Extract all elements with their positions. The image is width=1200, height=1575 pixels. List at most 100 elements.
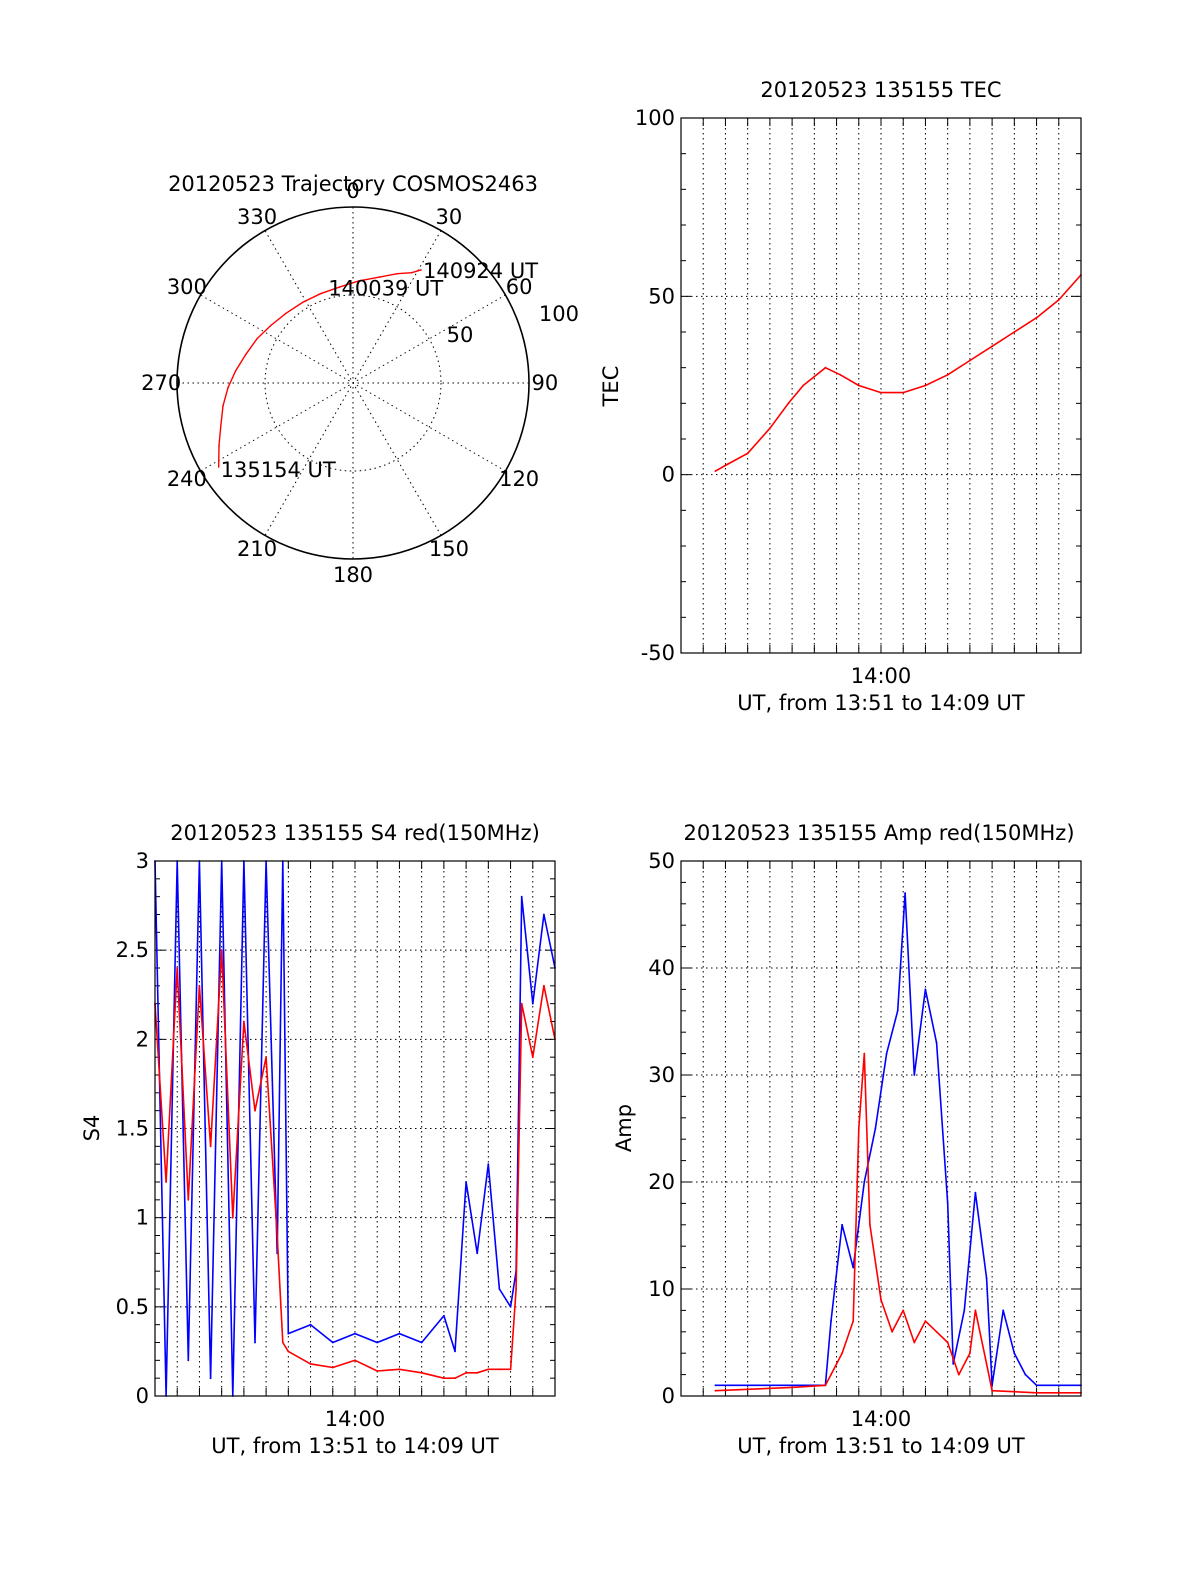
amp-series-1-point xyxy=(913,1074,916,1076)
polar-track-point xyxy=(378,276,381,278)
tec-plot-frame xyxy=(680,117,1082,654)
tec-title: 20120523 135155 TEC xyxy=(760,78,1001,102)
s4-series-1-point xyxy=(254,1341,256,1344)
amp-series-2-point xyxy=(974,1309,977,1312)
amp-series-1-point xyxy=(963,1309,966,1312)
s4-series-2-point xyxy=(487,1368,490,1371)
polar-track-line xyxy=(218,269,422,467)
amp-ytick-label-50: 50 xyxy=(648,849,675,873)
s4-series-2-point xyxy=(331,1366,334,1369)
polar-az-label-150: 150 xyxy=(429,537,469,561)
s4-title: 20120523 135155 S4 red(150MHz) xyxy=(170,821,540,845)
s4-series-1-point xyxy=(209,1377,212,1380)
polar-azimuth-labels: 0 30 60 90 120 150 180 210 240 270 300 330 xyxy=(141,179,558,587)
s4-series-2-point xyxy=(515,1288,517,1290)
s4-series-2-point xyxy=(354,1359,356,1362)
s4-series-1-point xyxy=(543,913,545,916)
s4-ytick-label-2: 2 xyxy=(136,1027,149,1051)
tec-x-axis-label: UT, from 13:51 to 14:09 UT xyxy=(737,691,1025,715)
amp-series-1-point xyxy=(1024,1373,1027,1376)
s4-ytick-label-0: 0 xyxy=(136,1384,149,1408)
s4-y-tick-labels: 0 0.5 1 1.5 2 2.5 3 xyxy=(116,849,149,1408)
polar-az-label-210: 210 xyxy=(237,537,277,561)
s4-series-2-point xyxy=(376,1370,379,1372)
polar-az-label-30: 30 xyxy=(436,205,463,229)
s4-series-1-point xyxy=(420,1341,423,1344)
amp-x-tick-labels: 14:00 xyxy=(851,1407,912,1431)
amp-ytick-label-40: 40 xyxy=(648,956,675,980)
s4-series-2-point xyxy=(176,967,179,969)
amp-series-2-point xyxy=(913,1341,916,1344)
polar-az-label-240: 240 xyxy=(167,467,207,491)
amp-xtick-label-14-00: 14:00 xyxy=(851,1407,912,1431)
polar-track-point xyxy=(222,405,224,407)
amp-series-1-point xyxy=(985,1277,988,1280)
amp-series-1-point xyxy=(714,1384,717,1387)
amp-series-2-point xyxy=(830,1373,832,1376)
amp-y-axis-label: Amp xyxy=(612,1104,636,1152)
amp-series-1-point xyxy=(874,1127,877,1130)
amp-series-1-point xyxy=(841,1223,843,1226)
s4-series-2-point xyxy=(265,1056,267,1059)
s4-series-group xyxy=(154,860,556,1397)
amp-series-2-point xyxy=(1035,1391,1038,1394)
tec-series-group xyxy=(714,274,1082,472)
polar-track-point xyxy=(256,337,259,340)
tec-series-1-point xyxy=(1035,316,1038,319)
amp-tick-marks xyxy=(681,860,1081,1397)
s4-ytick-label-1: 1 xyxy=(136,1206,149,1230)
polar-point-label-2: 140039 UT xyxy=(328,277,443,301)
s4-y-axis-label: S4 xyxy=(80,1115,104,1142)
s4-ytick-label-3: 3 xyxy=(136,849,149,873)
polar-az-label-0: 0 xyxy=(346,179,359,203)
polar-point-label-1: 135154 UT xyxy=(221,458,336,482)
s4-series-1-point xyxy=(465,1181,467,1183)
amp-ytick-label-10: 10 xyxy=(648,1277,675,1301)
polar-track-point xyxy=(319,292,322,295)
amp-series-1-point xyxy=(852,1266,855,1269)
polar-az-label-180: 180 xyxy=(333,563,373,587)
tec-series-1-point xyxy=(857,384,860,387)
s4-x-axis-label: UT, from 13:51 to 14:09 UT xyxy=(211,1434,499,1458)
s4-series-1-point xyxy=(187,1359,190,1362)
tec-series-1-point xyxy=(769,427,771,430)
amp-series-2-point xyxy=(902,1309,905,1312)
amp-plot-frame xyxy=(680,860,1082,1397)
amp-series-line-2 xyxy=(715,1052,1081,1394)
polar-track-point xyxy=(420,269,422,271)
tec-series-1-point xyxy=(714,470,717,472)
s4-series-1-point xyxy=(398,1332,401,1335)
amp-series-2-point xyxy=(946,1341,949,1344)
amp-series-1-point xyxy=(791,1384,793,1387)
s4-series-2-point xyxy=(165,1181,168,1183)
amp-series-1-point xyxy=(974,1191,977,1194)
s4-series-1-point xyxy=(354,1332,356,1335)
s4-series-2-point xyxy=(520,1002,523,1005)
amp-series-1-point xyxy=(830,1320,832,1322)
tec-y-axis-label: TEC xyxy=(599,366,623,408)
s4-series-line-1 xyxy=(154,860,556,1397)
amp-series-2-point xyxy=(991,1389,993,1392)
s4-plot-frame xyxy=(154,860,556,1397)
amp-series-2-point xyxy=(924,1320,927,1322)
s4-series-2-point xyxy=(509,1368,512,1371)
s4-series-2-point xyxy=(187,1198,190,1201)
s4-series-2-point xyxy=(398,1368,401,1371)
s4-series-2-point xyxy=(476,1371,479,1374)
amp-series-2-point xyxy=(824,1384,827,1387)
tec-xtick-label-14-00: 14:00 xyxy=(851,664,912,688)
polar-track-group xyxy=(217,269,422,468)
polar-track-point xyxy=(227,386,229,389)
s4-series-1-point xyxy=(509,1305,512,1308)
amp-series-1-point xyxy=(896,1009,899,1012)
polar-grid xyxy=(177,207,529,559)
amp-series-1-point xyxy=(885,1052,888,1055)
amp-series-1-point xyxy=(1057,1384,1060,1387)
amp-series-2-point xyxy=(869,1223,871,1226)
s4-series-2-point xyxy=(309,1363,312,1365)
tec-series-1-point xyxy=(1057,299,1060,301)
tec-ytick-label-100: 100 xyxy=(635,106,675,130)
amp-series-2-point xyxy=(891,1330,893,1333)
polar-az-label-330: 330 xyxy=(237,205,277,229)
amp-ytick-label-20: 20 xyxy=(648,1170,675,1194)
